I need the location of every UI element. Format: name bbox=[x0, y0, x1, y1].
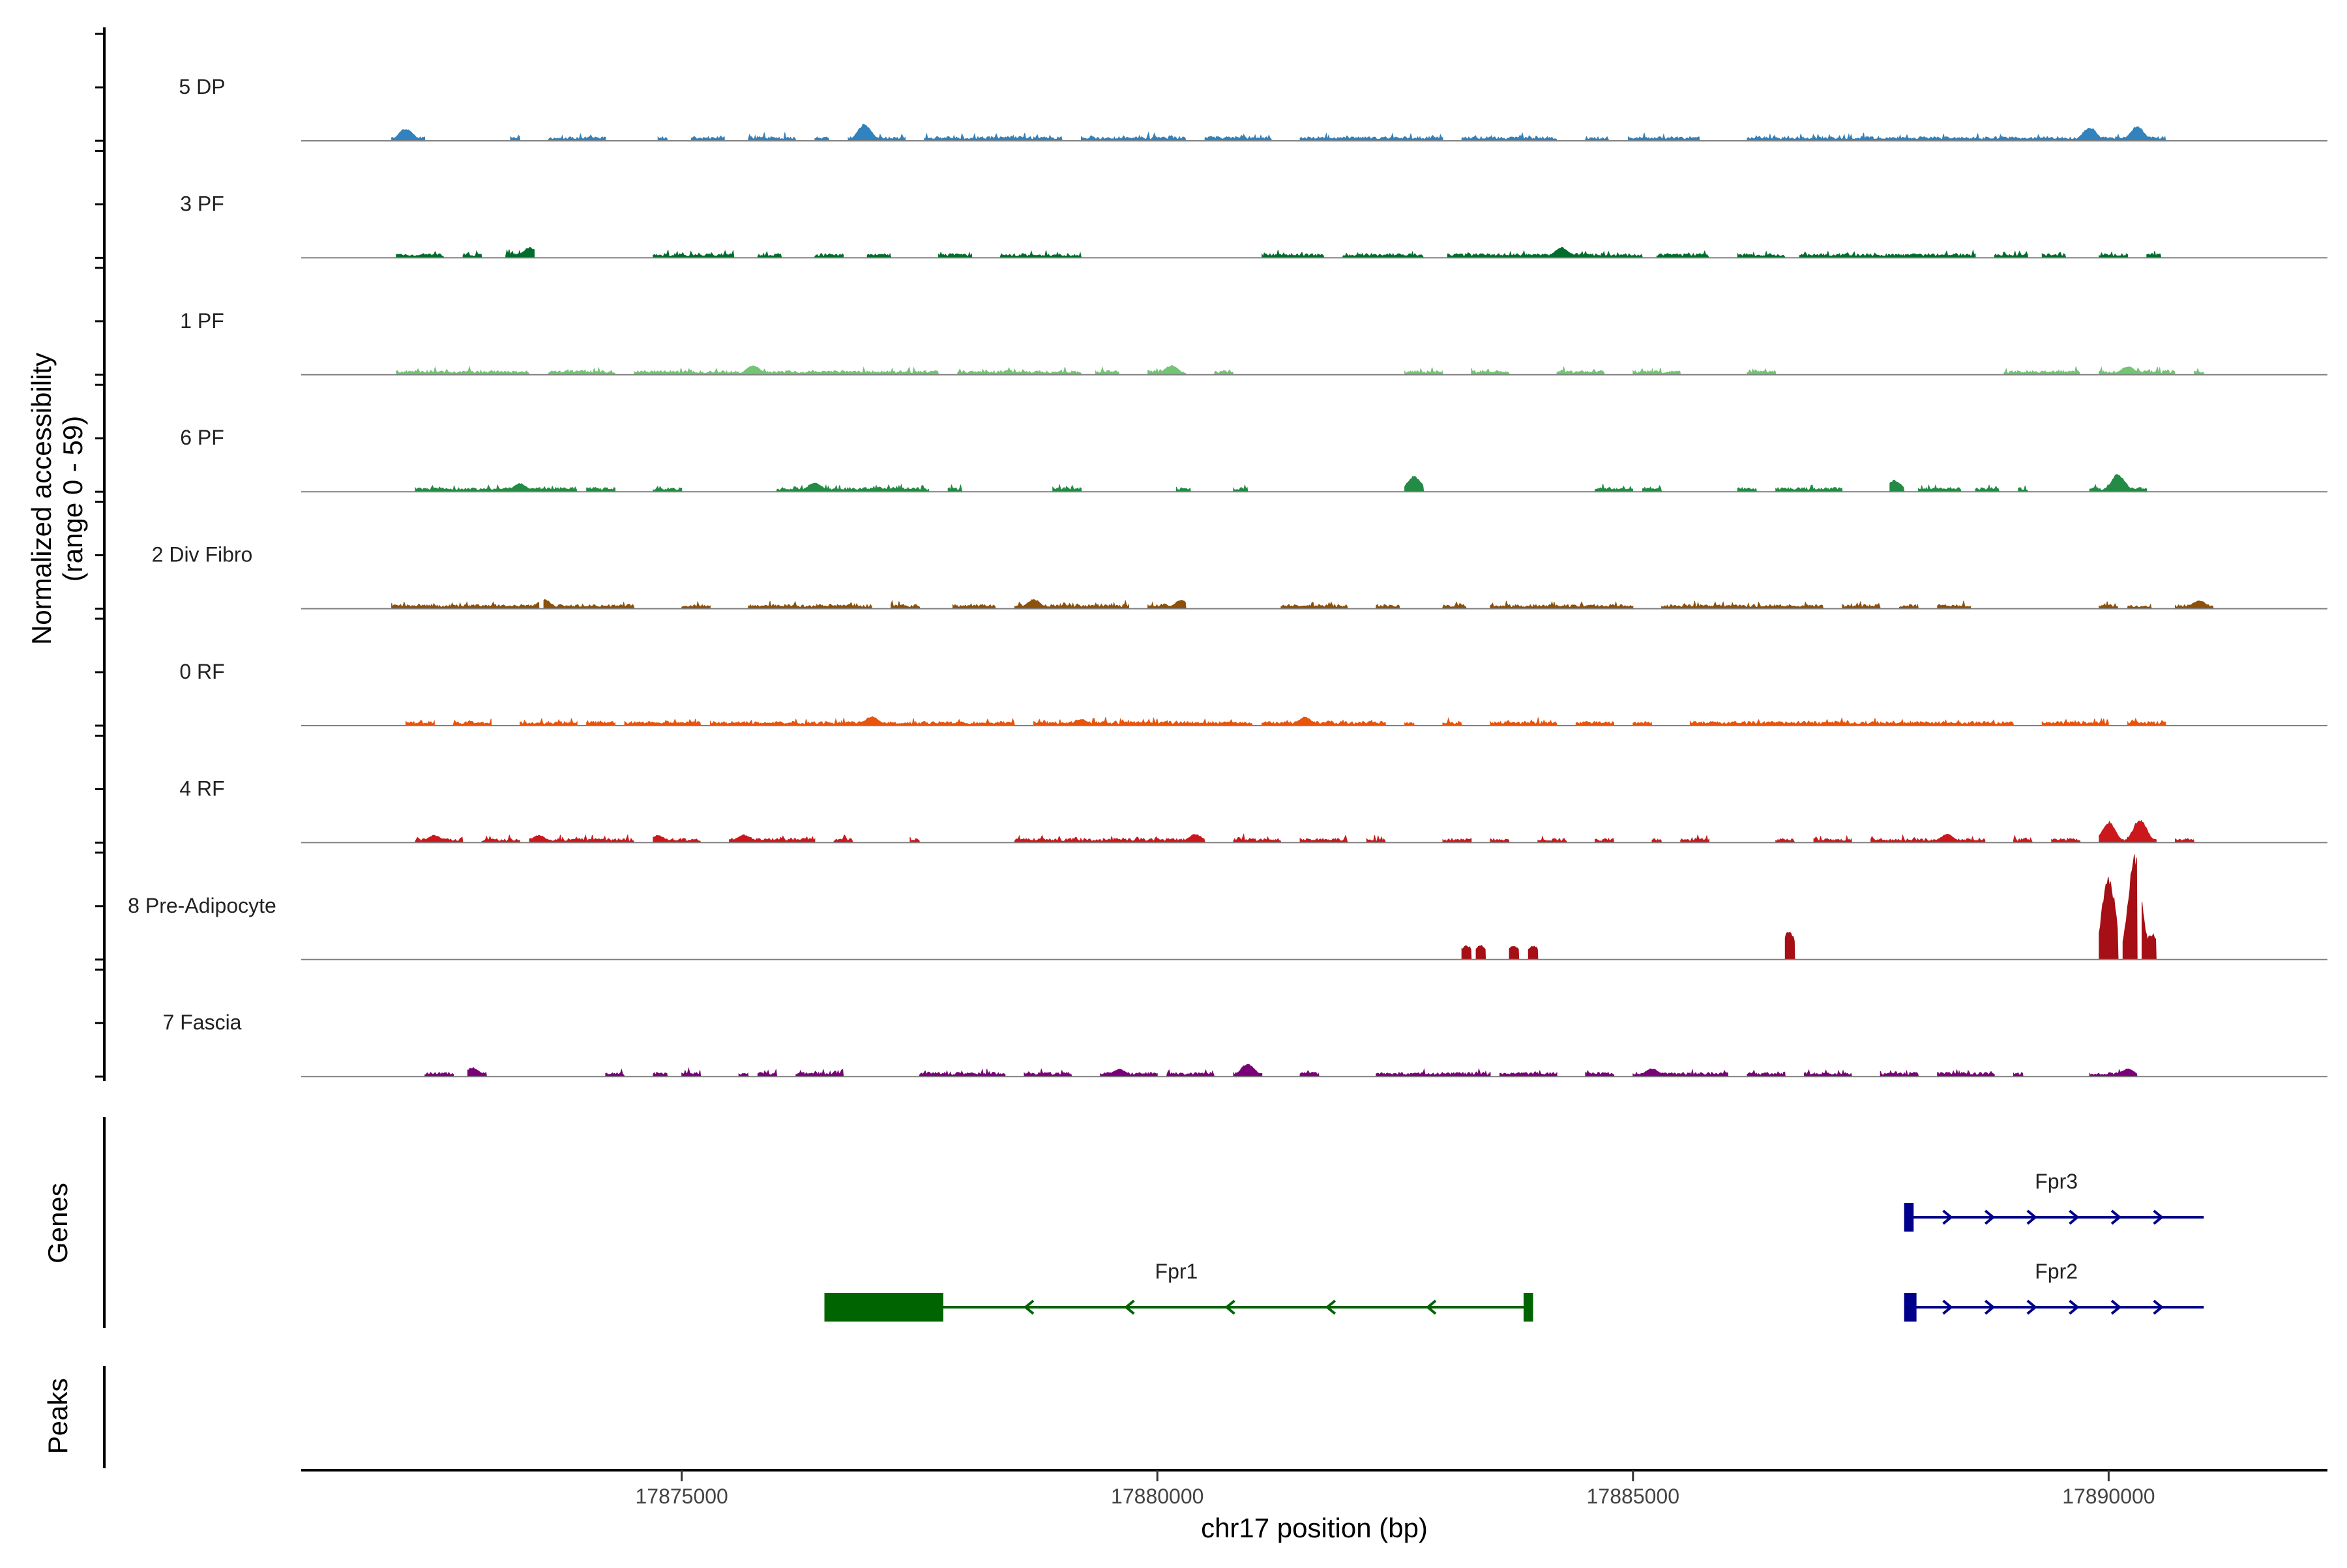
track-7-fascia: 7 Fascia bbox=[163, 1011, 2327, 1078]
strand-arrow bbox=[1023, 1299, 1035, 1315]
x-axis-label: chr17 position (bp) bbox=[1201, 1513, 1428, 1543]
exon bbox=[824, 1293, 943, 1322]
x-tick-label: 17880000 bbox=[1111, 1485, 1203, 1508]
gene-label: Fpr3 bbox=[2035, 1170, 2078, 1193]
coverage-area bbox=[396, 364, 2204, 376]
strand-arrow bbox=[1984, 1299, 1996, 1315]
genes-panel-label: Genes bbox=[42, 1183, 73, 1264]
strand-arrow bbox=[2153, 1299, 2164, 1315]
x-tick-label: 17875000 bbox=[635, 1485, 728, 1508]
track-label: 6 PF bbox=[180, 426, 224, 449]
y-axis-label-line2: (range 0 - 59) bbox=[57, 416, 88, 582]
strand-arrow bbox=[1224, 1299, 1235, 1315]
coverage-area bbox=[391, 599, 2214, 610]
x-axis-ticks: 17875000 17880000 17885000 17890000 bbox=[635, 1470, 2155, 1508]
gene-label: Fpr1 bbox=[1155, 1260, 1198, 1283]
strand-arrow bbox=[2110, 1299, 2122, 1315]
strand-arrow bbox=[1984, 1209, 1996, 1225]
coverage-area bbox=[1461, 854, 2157, 960]
gene-track: Fpr3 Fpr2 Fpr1 bbox=[824, 1170, 2204, 1322]
track-label: 0 RF bbox=[179, 660, 224, 683]
strand-arrow bbox=[2069, 1299, 2080, 1315]
strand-arrow bbox=[2069, 1209, 2080, 1225]
track-label: 7 Fascia bbox=[163, 1011, 242, 1034]
track-6-pf: 6 PF bbox=[180, 426, 2327, 493]
exon-tick bbox=[1904, 1293, 1917, 1322]
gene-fpr1: Fpr1 bbox=[824, 1260, 1533, 1322]
coverage-area bbox=[391, 123, 2166, 141]
gene-label: Fpr2 bbox=[2035, 1260, 2078, 1283]
coverage-area bbox=[415, 474, 2148, 492]
track-0-rf: 0 RF bbox=[179, 660, 2327, 726]
track-3-pf: 3 PF bbox=[180, 192, 2327, 259]
track-label: 1 PF bbox=[180, 309, 224, 333]
gene-fpr3: Fpr3 bbox=[1904, 1170, 2204, 1232]
track-label: 2 Div Fibro bbox=[152, 543, 253, 567]
strand-arrow bbox=[1425, 1299, 1437, 1315]
coverage-area bbox=[406, 716, 2166, 726]
track-label: 4 RF bbox=[179, 777, 224, 800]
y-axis-ticks bbox=[95, 33, 104, 1078]
x-tick-label: 17890000 bbox=[2062, 1485, 2155, 1508]
axes: 17875000 17880000 17885000 17890000 Normali… bbox=[26, 27, 2327, 1543]
strand-arrow bbox=[1325, 1299, 1336, 1315]
peaks-panel-label: Peaks bbox=[42, 1378, 73, 1455]
strand-arrow bbox=[1942, 1299, 1953, 1315]
strand-arrow bbox=[1942, 1209, 1953, 1225]
exon-tick bbox=[1904, 1203, 1914, 1232]
track-1-pf: 1 PF bbox=[180, 309, 2327, 376]
exon-tick bbox=[1524, 1293, 1533, 1322]
track-label: 5 DP bbox=[179, 75, 225, 98]
gene-fpr2: Fpr2 bbox=[1904, 1260, 2204, 1322]
y-axis-label-line1: Normalized accessibility bbox=[26, 353, 57, 645]
strand-arrow bbox=[2026, 1299, 2037, 1315]
track-8-pre-adipocyte: 8 Pre-Adipocyte bbox=[128, 854, 2327, 960]
track-5-dp: 5 DP bbox=[179, 75, 2327, 141]
coverage-area bbox=[415, 820, 2195, 843]
strand-arrow bbox=[2026, 1209, 2037, 1225]
track-2-div-fibro: 2 Div Fibro bbox=[152, 543, 2327, 610]
strand-arrow bbox=[1124, 1299, 1135, 1315]
strand-arrow bbox=[2153, 1209, 2164, 1225]
coverage-area bbox=[424, 1063, 2138, 1077]
track-4-rf: 4 RF bbox=[179, 777, 2327, 844]
strand-arrow bbox=[2110, 1209, 2122, 1225]
x-tick-label: 17885000 bbox=[1587, 1485, 1679, 1508]
track-label: 3 PF bbox=[180, 192, 224, 215]
track-label: 8 Pre-Adipocyte bbox=[128, 894, 276, 917]
coverage-tracks: 5 DP 3 PF 1 PF 6 PF 2 Div Fibro 0 RF 4 RF 8 Pre… bbox=[128, 75, 2327, 1078]
coverage-area bbox=[396, 246, 2162, 258]
